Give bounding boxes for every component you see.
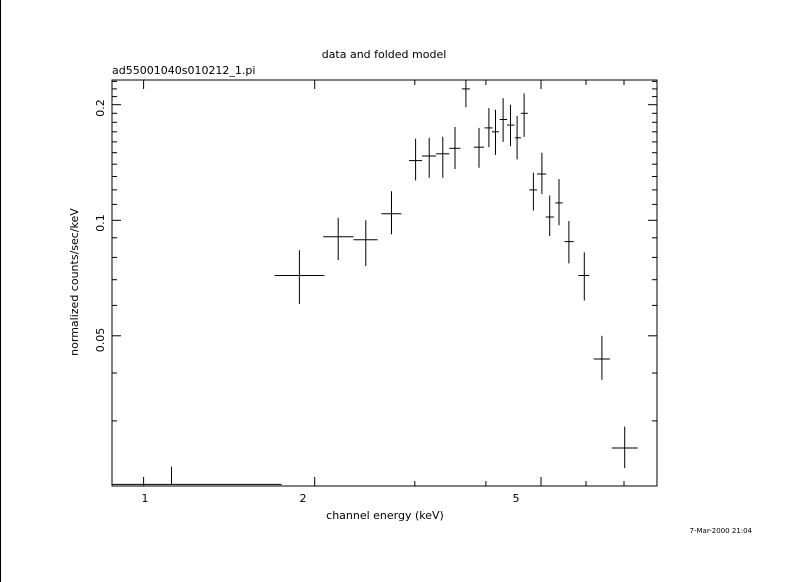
data-point-22 — [564, 221, 574, 264]
data-point-5 — [381, 191, 402, 235]
data-point-12 — [484, 108, 493, 148]
data-point-20 — [545, 195, 554, 236]
data-points — [112, 80, 638, 485]
data-point-17 — [520, 93, 528, 137]
y-axis-label: normalized counts/sec/keV — [68, 208, 81, 356]
data-point-6 — [409, 138, 423, 181]
data-point-18 — [529, 172, 537, 211]
chart-subtitle: ad55001040s010212_1.pi — [112, 64, 255, 77]
data-point-16 — [514, 115, 521, 160]
timestamp: 7-Mar-2000 21:04 — [690, 527, 753, 535]
x-axis-label: channel energy (keV) — [326, 509, 444, 522]
x-tick-label-2: 2 — [300, 492, 307, 505]
x-tick-label-5: 5 — [513, 492, 520, 505]
window-left-border — [0, 0, 1, 582]
data-point-8 — [436, 136, 450, 178]
data-point-15 — [507, 104, 515, 147]
data-point-19 — [537, 152, 547, 195]
data-point-9 — [449, 127, 461, 169]
data-point-10 — [461, 80, 470, 108]
x-tick-label-1: 1 — [142, 492, 149, 505]
data-point-11 — [473, 127, 484, 168]
data-point-24 — [593, 335, 610, 380]
data-point-2 — [274, 250, 325, 304]
y-tick-label-0.1: 0.1 — [94, 214, 107, 232]
data-point-7 — [422, 137, 437, 178]
data-point-3 — [323, 217, 354, 260]
plot-frame — [111, 79, 658, 487]
data-point-23 — [578, 252, 590, 301]
y-tick-label-0.05: 0.05 — [94, 328, 107, 353]
data-point-14 — [499, 98, 508, 142]
data-point-4 — [353, 220, 378, 266]
data-point-1 — [112, 466, 282, 485]
y-tick-label-0.2: 0.2 — [94, 99, 107, 117]
data-point-13 — [492, 109, 500, 155]
data-point-25 — [611, 426, 638, 469]
data-point-21 — [555, 179, 563, 226]
chart-title: data and folded model — [322, 48, 447, 61]
axis-ticks — [112, 80, 658, 486]
